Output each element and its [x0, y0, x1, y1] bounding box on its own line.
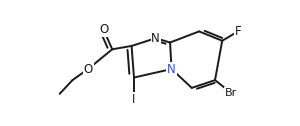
Text: I: I	[132, 93, 136, 106]
Text: O: O	[99, 23, 108, 36]
Text: Br: Br	[225, 88, 237, 98]
Text: N: N	[167, 62, 176, 75]
Text: N: N	[151, 32, 160, 45]
Text: F: F	[235, 25, 242, 38]
Text: O: O	[83, 62, 93, 75]
